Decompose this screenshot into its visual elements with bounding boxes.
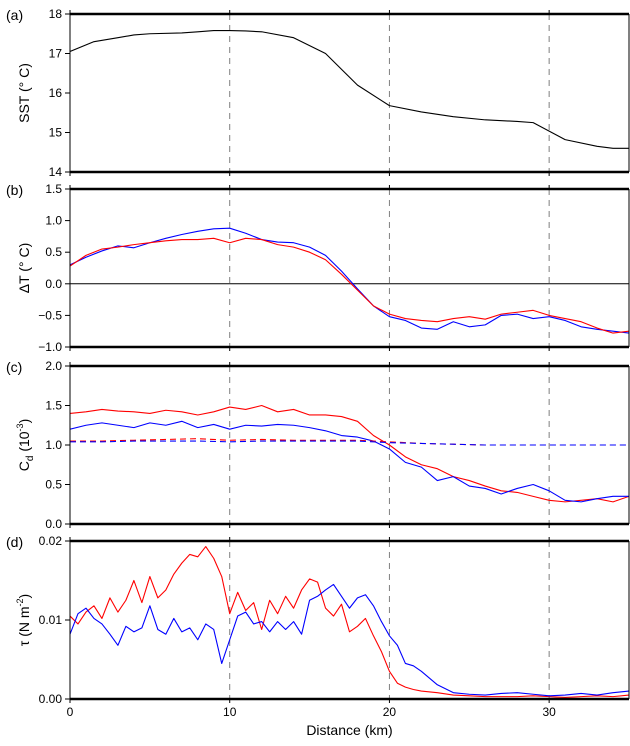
- y-tick-label: 15: [49, 126, 63, 140]
- x-tick-label: 30: [542, 705, 556, 719]
- panel-a: 14 15 16 17 18 (a) SST (° C): [6, 7, 630, 179]
- y-tick-label: 14: [49, 165, 63, 179]
- y-tick-label: 1.0: [45, 438, 62, 452]
- x-axis-label: Distance (km): [306, 722, 392, 738]
- y-tick-label: 0.5: [45, 478, 62, 492]
- series-line: [70, 420, 629, 503]
- y-axis-label: SST (° C): [16, 63, 32, 123]
- x-tick-label: 20: [383, 705, 397, 719]
- panel-label: (b): [6, 182, 23, 198]
- y-tick-label: 0.0: [45, 517, 62, 531]
- series-line: [70, 438, 629, 446]
- series-group: [70, 404, 629, 503]
- series-line: [70, 440, 629, 446]
- y-tick-label: 16: [49, 86, 63, 100]
- y-tick-label: 0.01: [39, 613, 63, 627]
- series-line: [70, 404, 629, 503]
- panel-label: (d): [6, 534, 23, 550]
- y-tick-label: 0.5: [45, 245, 62, 259]
- y-axis-label: ΔT (° C): [16, 243, 32, 293]
- series-group: [70, 545, 629, 698]
- x-tick-label: 0: [67, 705, 74, 719]
- y-tick-label: 1.5: [45, 182, 62, 196]
- panel-b: −1.0 −0.5 0.0 0.5 1.0 1.5 (b) ΔT (° C): [6, 182, 630, 354]
- series-line: [70, 583, 629, 697]
- y-axis-label: Cd (10-3): [15, 419, 36, 472]
- y-tick-label: 1.0: [45, 214, 62, 228]
- series-line: [70, 545, 629, 698]
- y-tick-label: 17: [49, 47, 63, 61]
- series-line: [70, 227, 629, 334]
- y-axis-label: τ (N m-2): [15, 594, 32, 646]
- y-tick-label: −1.0: [38, 340, 62, 354]
- panel-d: 0.00 0.01 0.02 0 10 20 30 (d) τ (N m-2) Distance …: [6, 534, 630, 738]
- y-tick-label: 1.5: [45, 399, 62, 413]
- y-tick-label: 2.0: [45, 359, 62, 373]
- y-tick-label: 0.0: [45, 277, 62, 291]
- panel-label: (c): [6, 359, 22, 375]
- series-group: [70, 30, 629, 149]
- series-line: [70, 237, 629, 334]
- y-tick-label: 0.00: [39, 692, 63, 706]
- panel-c: 0.0 0.5 1.0 1.5 2.0 (c) Cd (10-3): [6, 359, 630, 531]
- x-tick-label: 10: [223, 705, 237, 719]
- y-tick-label: −0.5: [38, 308, 62, 322]
- series-group: [70, 227, 629, 334]
- panel-label: (a): [6, 7, 23, 23]
- y-tick-label: 0.02: [39, 534, 63, 548]
- series-line: [70, 30, 629, 149]
- y-tick-label: 18: [49, 7, 63, 21]
